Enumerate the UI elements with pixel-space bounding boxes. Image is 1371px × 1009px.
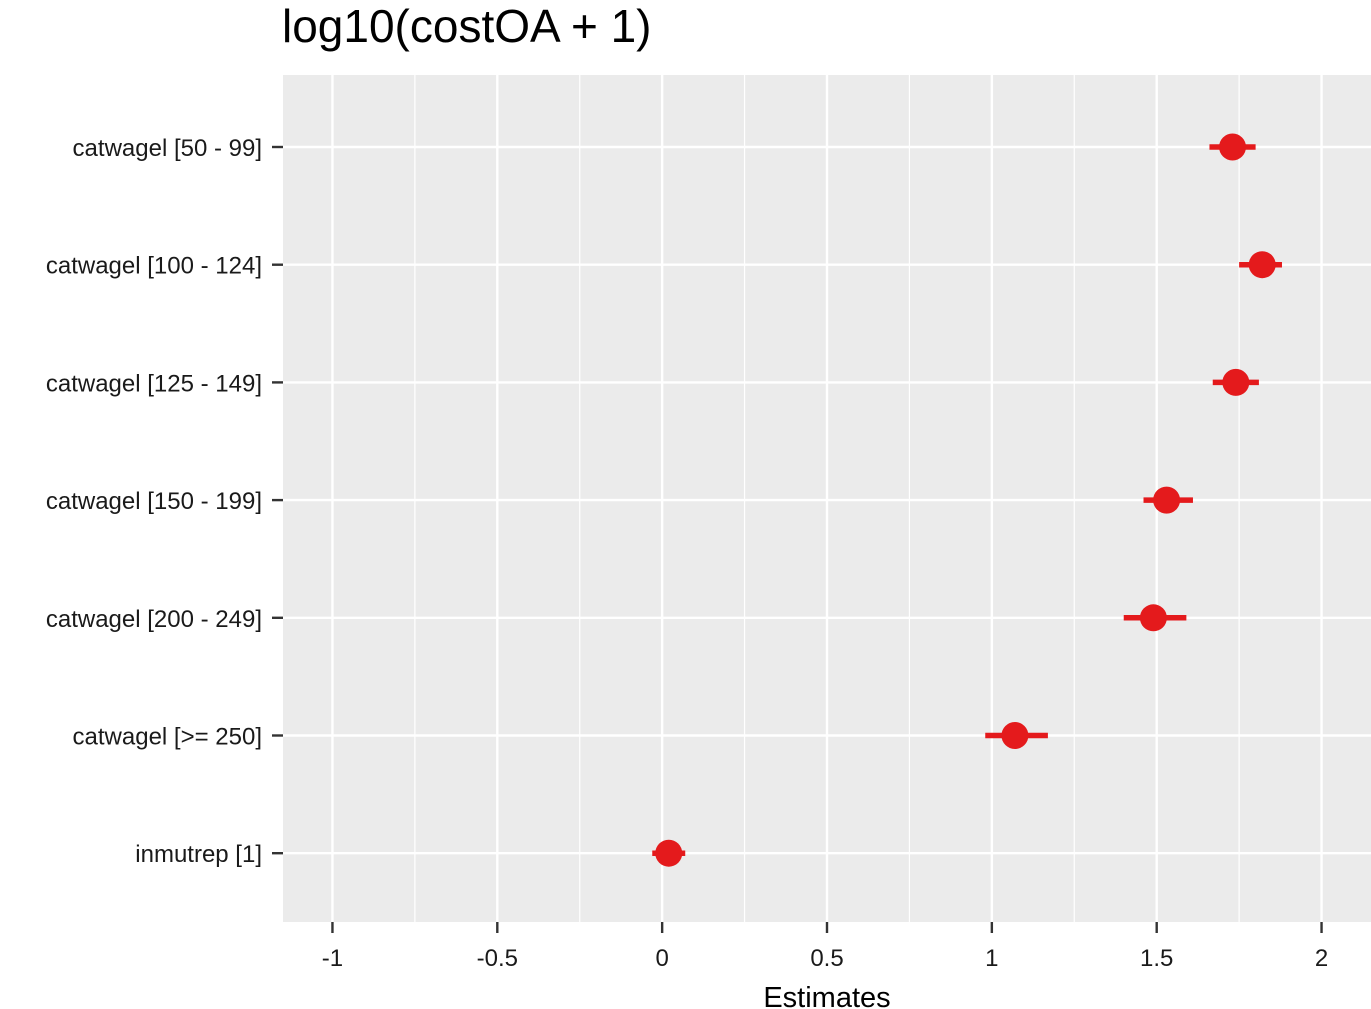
x-axis: -1 -0.5 0 0.5 1 1.5 2 — [322, 922, 1328, 972]
y-tick-label: catwagel [200 - 249] — [46, 606, 262, 633]
y-tick-label: catwagel [150 - 199] — [46, 488, 262, 515]
estimate-point — [1139, 604, 1167, 632]
y-axis: catwagel [50 - 99] catwagel [100 - 124] ca… — [46, 135, 283, 868]
estimate-point — [1248, 251, 1276, 279]
x-tick-label: -0.5 — [477, 945, 518, 972]
x-tick-label: 2 — [1315, 945, 1328, 972]
y-tick-label: catwagel [125 - 149] — [46, 370, 262, 397]
x-tick-label: 1.5 — [1140, 945, 1173, 972]
x-tick-label: 0 — [655, 945, 668, 972]
major-gridlines — [283, 75, 1371, 922]
estimate-point — [1001, 722, 1029, 749]
x-tick-label: -1 — [322, 945, 343, 972]
y-tick-label: inmutrep [1] — [135, 841, 262, 868]
x-tick-label: 1 — [985, 945, 998, 972]
estimate-point — [1219, 133, 1247, 161]
y-tick-label: catwagel [>= 250] — [73, 724, 262, 751]
y-tick-label: catwagel [100 - 124] — [46, 253, 262, 280]
x-axis-title: Estimates — [763, 982, 890, 1009]
estimate-point — [1222, 368, 1250, 396]
estimate-point — [655, 839, 683, 867]
x-tick-label: 0.5 — [810, 945, 843, 972]
chart-title: log10(costOA + 1) — [282, 0, 651, 52]
minor-gridlines — [414, 75, 1240, 922]
estimate-points — [655, 133, 1276, 867]
y-tick-label: catwagel [50 - 99] — [73, 135, 262, 162]
estimate-point — [1153, 486, 1181, 514]
